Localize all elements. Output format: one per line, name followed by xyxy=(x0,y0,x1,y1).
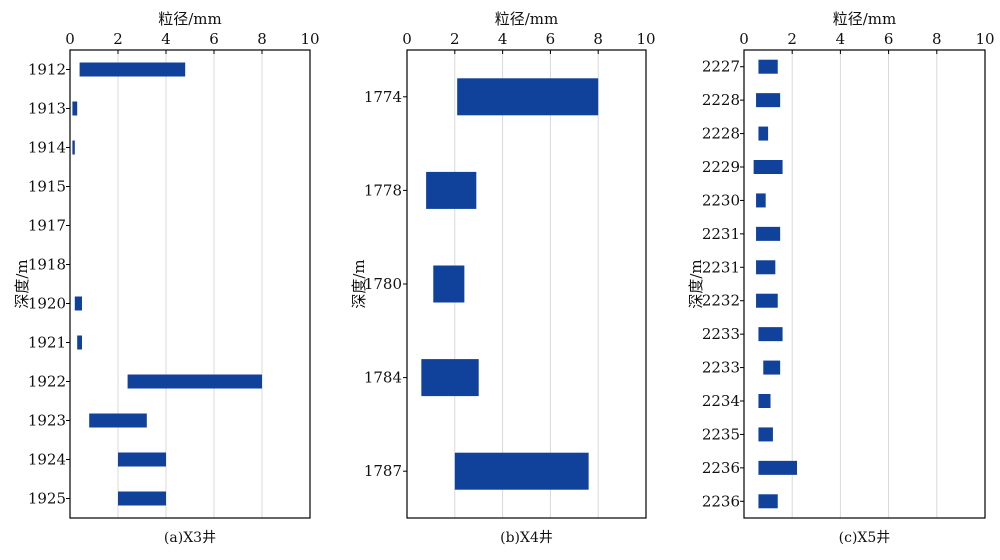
y-tick-label: 1923 xyxy=(28,412,66,430)
plot-frame xyxy=(743,49,986,519)
range-bar xyxy=(118,491,166,506)
range-bar xyxy=(763,360,781,375)
range-bar xyxy=(756,293,778,308)
y-tick-label: 1778 xyxy=(364,181,402,199)
range-bar xyxy=(753,160,783,174)
range-bar xyxy=(756,93,781,108)
y-tick-label: 1914 xyxy=(28,139,66,157)
y-tick-label: 2234 xyxy=(702,392,740,410)
y-tick-label: 2235 xyxy=(702,425,740,443)
range-bar xyxy=(758,327,783,342)
range-bar xyxy=(756,226,781,241)
range-bar xyxy=(89,413,147,428)
y-tick-label: 1774 xyxy=(364,88,402,106)
y-tick-label: 2230 xyxy=(702,191,740,209)
range-bar xyxy=(426,171,477,209)
range-bar xyxy=(758,427,773,442)
range-bar xyxy=(421,359,479,397)
y-axis-title: 深度/m xyxy=(350,259,368,308)
range-bar xyxy=(118,452,166,467)
range-bar xyxy=(127,374,262,389)
range-bar xyxy=(758,494,778,509)
range-bar xyxy=(756,193,766,208)
x-tick-label: 0 xyxy=(65,30,75,48)
y-tick-label: 1780 xyxy=(364,275,402,293)
panel-x5-well: 2227 2228 2228 2229 2230 2231 2231 2232 2233 2233… xyxy=(687,10,995,546)
range-bar xyxy=(756,260,776,275)
x-tick-label: 0 xyxy=(739,30,749,48)
y-tick-label: 1918 xyxy=(28,256,66,274)
plot-frame xyxy=(406,49,647,519)
x-tick-label: 6 xyxy=(546,30,556,48)
y-tick-label: 1787 xyxy=(364,462,402,480)
y-tick-label: 1912 xyxy=(28,61,66,79)
y-tick-label: 1925 xyxy=(28,490,66,508)
x-tick-label: 10 xyxy=(300,30,319,48)
y-tick-label: 1917 xyxy=(28,217,66,235)
panel-x3-well: 1912 1913 1914 1915 1917 1918 1920 1921 1922 1923… xyxy=(13,10,320,546)
y-tick-label: 1921 xyxy=(28,334,66,352)
range-bar xyxy=(457,78,599,116)
range-bar xyxy=(454,452,589,490)
range-bar xyxy=(758,59,778,74)
panel-caption: (c)X5井 xyxy=(839,530,891,546)
x-axis-title: 粒径/mm xyxy=(495,10,559,28)
range-bar xyxy=(77,335,82,350)
range-bar xyxy=(758,126,769,141)
y-tick-label: 2236 xyxy=(702,459,740,477)
x-tick-label: 4 xyxy=(836,30,846,48)
x-tick-label: 4 xyxy=(161,30,171,48)
y-tick-label: 2236 xyxy=(702,492,740,510)
y-tick-label: 2233 xyxy=(702,325,740,343)
x-tick-label: 2 xyxy=(113,30,123,48)
x-tick-label: 10 xyxy=(975,30,994,48)
range-bar xyxy=(79,62,186,77)
x-tick-label: 8 xyxy=(257,30,267,48)
y-tick-label: 2229 xyxy=(702,158,740,176)
panel-caption: (a)X3井 xyxy=(164,530,216,546)
y-axis-title: 深度/m xyxy=(687,259,705,308)
y-tick-label: 2231 xyxy=(702,258,740,276)
x-tick-label: 4 xyxy=(498,30,508,48)
y-tick-label: 1920 xyxy=(28,295,66,313)
x-axis-title: 粒径/mm xyxy=(158,10,222,28)
range-bar xyxy=(758,460,798,475)
y-tick-label: 2228 xyxy=(702,125,740,143)
x-tick-label: 10 xyxy=(636,30,655,48)
x-tick-label: 2 xyxy=(787,30,797,48)
range-bar xyxy=(433,265,465,303)
y-tick-label: 2232 xyxy=(702,292,740,310)
x-tick-label: 8 xyxy=(932,30,942,48)
panel-x4-well: 1774 1778 1780 1784 1787 0 2 4 6 8 10 粒径/mm 深度/m (b)X… xyxy=(350,10,656,546)
x-tick-label: 0 xyxy=(402,30,412,48)
x-axis-title: 粒径/mm xyxy=(833,10,897,28)
x-tick-label: 8 xyxy=(593,30,603,48)
x-tick-label: 6 xyxy=(209,30,219,48)
range-bar xyxy=(74,296,82,311)
y-tick-label: 2227 xyxy=(702,58,740,76)
y-tick-label: 1922 xyxy=(28,373,66,391)
y-tick-label: 2231 xyxy=(702,225,740,243)
y-tick-label: 2233 xyxy=(702,359,740,377)
plot-frame xyxy=(69,49,311,519)
x-tick-label: 2 xyxy=(450,30,460,48)
range-bar xyxy=(758,394,771,408)
range-bar xyxy=(72,140,75,155)
panel-caption: (b)X4井 xyxy=(500,530,553,546)
y-tick-label: 2228 xyxy=(702,91,740,109)
y-tick-label: 1924 xyxy=(28,451,66,469)
y-tick-label: 1913 xyxy=(28,100,66,118)
y-tick-label: 1915 xyxy=(28,178,66,196)
y-axis-title: 深度/m xyxy=(13,259,31,308)
y-tick-label: 1784 xyxy=(364,369,402,387)
x-tick-label: 6 xyxy=(884,30,894,48)
range-bar xyxy=(72,101,78,116)
